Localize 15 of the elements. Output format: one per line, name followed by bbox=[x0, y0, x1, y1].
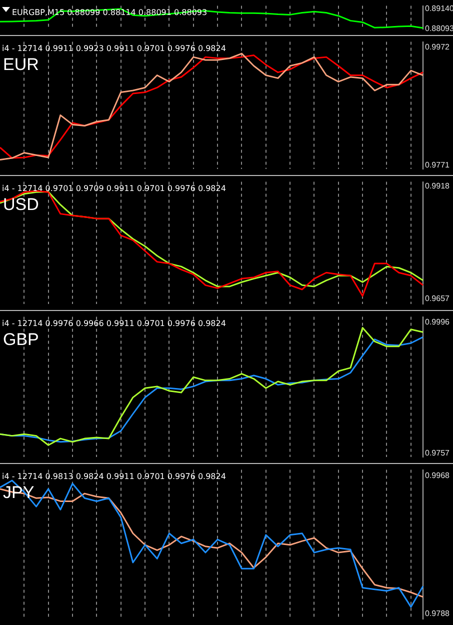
y-tick-label: 0.9757 bbox=[425, 448, 450, 458]
y-tick-label: 0.9968 bbox=[425, 471, 450, 480]
y-tick-label: 0.9788 bbox=[425, 609, 450, 618]
chart-title: i4 - 12714 0.9813 0.9824 0.9911 0.9701 0.9976 0.9824 bbox=[2, 472, 226, 481]
annotation: EUR bbox=[3, 54, 39, 74]
annotation: GBP bbox=[3, 330, 39, 349]
annotation: USD bbox=[3, 194, 39, 214]
chart-title: i4 - 12714 0.9911 0.9923 0.9911 0.9701 0.9976 0.9824 bbox=[2, 44, 226, 53]
y-tick-label: 0.9657 bbox=[425, 294, 450, 304]
y-tick-label: 0.9918 bbox=[425, 181, 450, 190]
y-tick-label: 0.9771 bbox=[425, 160, 450, 170]
y-tick-label: 0.9996 bbox=[425, 317, 450, 326]
chart-title: i4 - 12714 0.9976 0.9966 0.9911 0.9701 0.9976 0.9824 bbox=[2, 318, 226, 328]
y-tick-label: 0.9972 bbox=[425, 42, 450, 52]
chart-title: i4 - 12714 0.9701 0.9709 0.9911 0.9701 0.9976 0.9824 bbox=[2, 184, 226, 193]
